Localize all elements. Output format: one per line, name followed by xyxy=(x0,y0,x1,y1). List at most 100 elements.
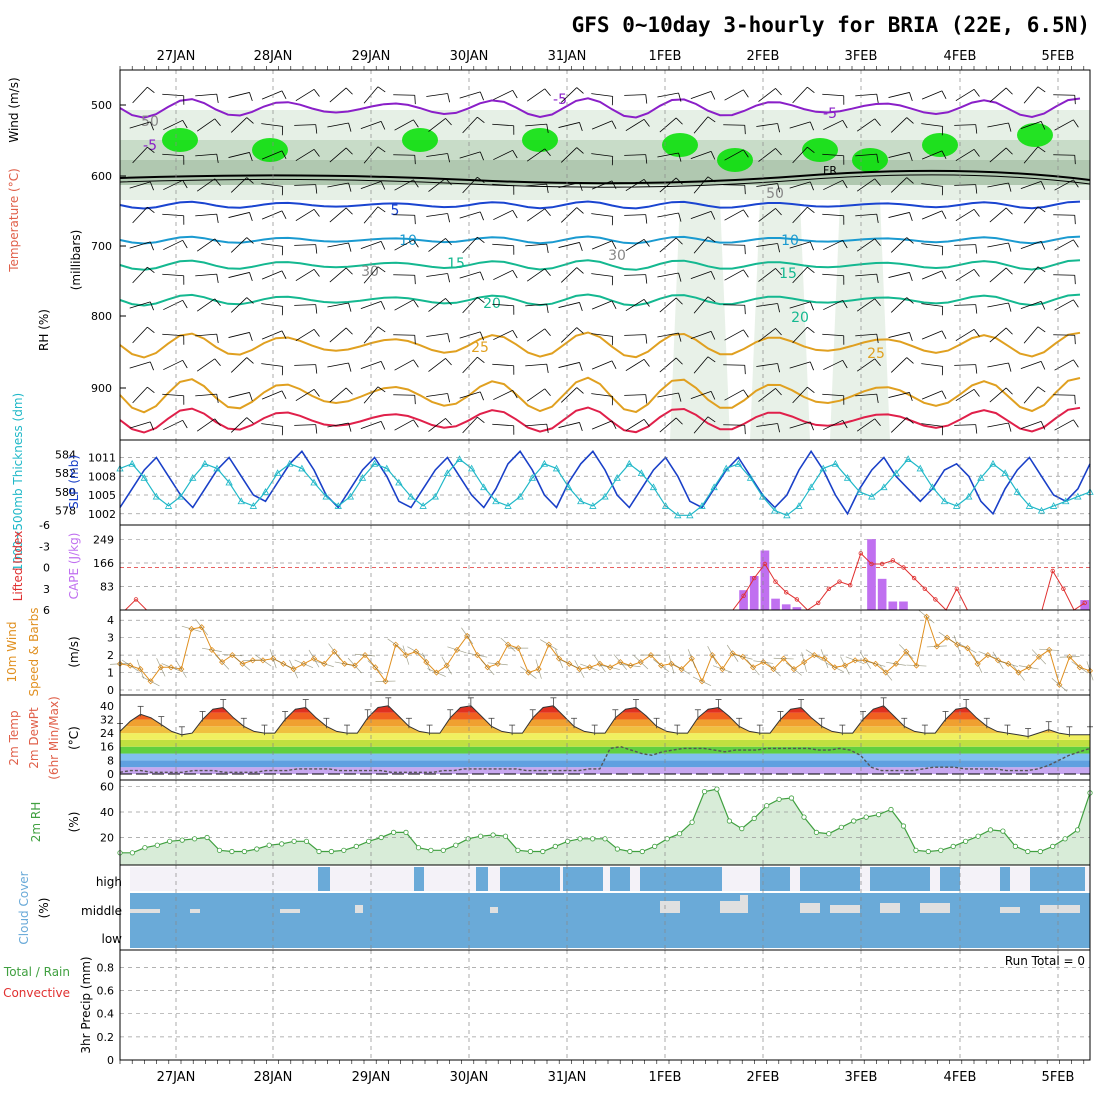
wind-barb-staff xyxy=(693,356,709,374)
wind-speed-point xyxy=(290,666,297,673)
thickness-point xyxy=(843,473,852,481)
wind-barb-flag xyxy=(777,243,781,253)
wind-barb-flag xyxy=(546,244,549,253)
thickness-point xyxy=(370,459,379,467)
wind-barb xyxy=(823,419,848,431)
contour-label: 15 xyxy=(779,266,797,282)
wind-barb-staff xyxy=(492,303,514,307)
rh2m-point xyxy=(477,833,484,839)
wind-barb-staff xyxy=(163,359,183,371)
wind-barb-flag xyxy=(579,362,583,372)
wind-barb-flag xyxy=(447,393,451,403)
wind-barb-10m xyxy=(613,654,628,670)
wind-barb-staff xyxy=(890,117,908,133)
wind-barb-flag xyxy=(512,90,518,99)
wind-barb-flag xyxy=(707,176,716,183)
wind-speed-point xyxy=(423,659,430,666)
wind-barb-flag xyxy=(281,126,284,136)
wind-barb-staff xyxy=(693,176,709,194)
li-tick-label: 0 xyxy=(43,562,50,575)
contour-label: 25 xyxy=(867,346,885,362)
wind-barb-flag xyxy=(678,212,682,222)
wind-barb-flag xyxy=(775,88,782,96)
wind-barb xyxy=(196,178,221,192)
wind-barb-staff xyxy=(560,87,578,103)
wind-barb-flag xyxy=(1040,361,1046,370)
wind-barb xyxy=(196,118,221,132)
wind-barb-staff xyxy=(723,124,745,126)
wind-barb xyxy=(625,118,650,132)
wind-barb xyxy=(560,147,584,163)
contour-label: 20 xyxy=(483,296,501,312)
wind-speed-point xyxy=(341,660,348,667)
wind-barb-staff xyxy=(624,394,646,396)
wind-barb xyxy=(1053,94,1076,105)
wind-barb-flag xyxy=(941,126,944,136)
wind-barb-staff xyxy=(823,119,843,131)
wind-barb xyxy=(228,92,253,102)
thickness-point xyxy=(310,478,318,486)
wind-barb-flag xyxy=(744,425,746,435)
wind-barb-staff xyxy=(591,120,613,130)
wind-barb xyxy=(693,416,716,434)
wind-barb-flag xyxy=(645,274,648,284)
wind-barb-staff xyxy=(888,92,910,98)
wind-speed-point xyxy=(331,648,338,655)
wind-barb-flag xyxy=(1040,121,1046,130)
wind-barb-flag xyxy=(645,214,648,224)
rh-patch xyxy=(717,148,753,172)
wind-barb-flag xyxy=(479,271,484,281)
cape-bar xyxy=(867,539,876,610)
wind-barb-flag xyxy=(1005,147,1013,155)
li-point xyxy=(911,575,917,581)
wind-barb-staff xyxy=(393,394,415,396)
wind-barb-staff xyxy=(989,267,1007,283)
wind-barb-staff xyxy=(360,360,382,370)
cloud-middle-label: middle xyxy=(81,904,122,918)
rh2m-point xyxy=(279,841,285,847)
wind-barb-flag xyxy=(973,329,980,337)
thickness-point xyxy=(928,483,937,491)
wind-barb-flag xyxy=(643,239,650,247)
wind-barb xyxy=(822,213,845,225)
wind-barb-staff xyxy=(560,387,578,403)
wind-barb-flag xyxy=(1037,206,1046,213)
wind-barb-flag xyxy=(975,424,978,434)
wind-barb xyxy=(132,86,155,104)
thickness-point xyxy=(952,502,961,509)
wind-barb xyxy=(558,182,583,192)
wind-barb-flag xyxy=(675,177,683,185)
wind-barb-10m xyxy=(308,649,320,668)
date-label-bottom: 3FEB xyxy=(845,1070,878,1085)
wind-barb xyxy=(987,362,1012,372)
wind-barb xyxy=(789,121,814,131)
wind-barb-staff xyxy=(459,211,481,219)
rh2m-point xyxy=(664,836,670,842)
wind-barb xyxy=(855,93,879,103)
wind-barb-staff xyxy=(693,416,709,434)
wind-barb xyxy=(261,363,284,376)
thickness-point xyxy=(322,492,330,500)
wind-barb-staff xyxy=(163,179,183,191)
wind-barb-10m xyxy=(906,664,927,667)
wind-barb-flag xyxy=(313,209,320,217)
wind-barb xyxy=(693,236,716,254)
wind-barb-flag xyxy=(348,242,352,252)
wind-barb-staff xyxy=(625,118,645,132)
wind-speed-point xyxy=(555,655,563,662)
temp-contour xyxy=(119,406,1081,434)
wind-speed-point xyxy=(658,662,665,669)
wind-barb xyxy=(492,303,515,315)
wind-speed-point xyxy=(821,655,828,662)
wind-barb-staff xyxy=(428,418,446,432)
wind-barb xyxy=(625,298,650,312)
wind-barb-flag xyxy=(906,417,914,424)
wind-barb-flag xyxy=(380,361,386,370)
wind-barb xyxy=(855,333,879,343)
wind-barb-staff xyxy=(1054,419,1074,431)
wind-barb xyxy=(294,364,318,374)
wind-speed-point xyxy=(198,624,205,631)
wind-barb-flag xyxy=(975,184,978,194)
wind-barb-staff xyxy=(624,214,646,216)
wind-barb-flag xyxy=(611,120,617,129)
